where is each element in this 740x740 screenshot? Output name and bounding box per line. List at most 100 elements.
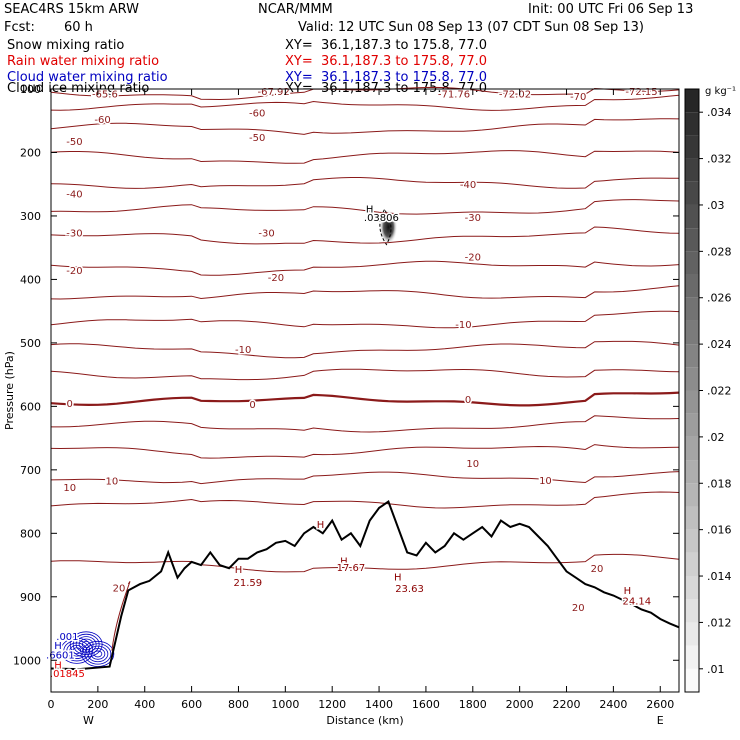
extremum-label: .6601 — [46, 651, 75, 662]
temperature-contour — [50, 553, 680, 573]
colorbar-unit: g kg⁻¹ — [705, 86, 736, 97]
contour-label: -30 — [465, 213, 481, 224]
colorbar-segment — [685, 204, 699, 229]
contour-label: -50 — [66, 137, 82, 148]
colorbar-segment — [685, 181, 699, 205]
colorbar-segment — [685, 506, 699, 530]
colorbar-label: .026 — [707, 292, 732, 305]
init-time: Init: 00 UTC Fri 06 Sep 13 — [528, 2, 694, 17]
x-end-label-east: E — [657, 714, 664, 727]
contour-label: 20 — [113, 583, 126, 594]
colorbar-segment — [685, 622, 699, 646]
y-tick-label: 700 — [20, 464, 41, 477]
x-tick-label: 400 — [134, 698, 155, 711]
contour-label: -20 — [66, 266, 82, 277]
extremum-label: .01845 — [50, 669, 85, 680]
temperature-contour — [50, 199, 680, 215]
colorbar-segment — [685, 645, 699, 669]
y-tick-label: 500 — [20, 337, 41, 350]
colorbar-segment — [685, 599, 699, 623]
contour-label: -70 — [570, 92, 586, 103]
x-end-label-west: W — [83, 714, 94, 727]
contour-label: -40 — [66, 190, 82, 201]
cloud-water-contour — [81, 640, 115, 667]
cloud-water-contour — [60, 637, 94, 664]
field-rain-xy: XY= 36.1,187.3 to 175.8, 77.0 — [285, 54, 488, 69]
extremum-label: .03806 — [364, 213, 399, 224]
extremum-label: H — [54, 641, 62, 652]
contour-label: -65.6 — [92, 89, 118, 100]
temperature-contour — [50, 150, 680, 164]
extremum-label: .001 — [56, 632, 78, 643]
colorbar-segment — [685, 576, 699, 600]
colorbar-segment — [685, 228, 699, 252]
x-tick-label: 1200 — [318, 698, 346, 711]
colorbar-segment — [685, 320, 699, 345]
contour-label: -72.02 — [499, 89, 531, 100]
x-tick-label: 2200 — [553, 698, 581, 711]
cloud-water-contour — [87, 645, 109, 663]
extremum-label: 23.63 — [395, 584, 424, 595]
y-tick-label: 100 — [20, 83, 41, 96]
x-tick-label: 2400 — [599, 698, 627, 711]
contour-label: 20 — [591, 564, 604, 575]
contour-label: -60 — [249, 108, 265, 119]
contour-label: -71.76 — [438, 89, 470, 100]
temperature-contour — [50, 491, 680, 509]
x-tick-label: 800 — [228, 698, 249, 711]
colorbar-segment — [685, 668, 699, 692]
contour-label: 20 — [572, 603, 585, 614]
extremum-label: H — [394, 572, 402, 583]
colorbar-segment — [685, 158, 699, 182]
contour-label: -30 — [66, 228, 82, 239]
extremum-label: H — [340, 557, 348, 568]
colorbar-segment — [685, 112, 699, 136]
temperature-contour — [50, 86, 680, 101]
colorbar-segment — [685, 367, 699, 391]
temperature-contour — [50, 368, 680, 381]
org-name: NCAR/MMM — [258, 2, 333, 17]
cloud-water-contour — [90, 648, 106, 660]
temperature-contour — [50, 340, 680, 359]
contour-label: 10 — [63, 483, 76, 494]
contour-label: 0 — [67, 399, 73, 410]
contour-label: 0 — [249, 400, 255, 411]
y-tick-label: 1000 — [13, 654, 41, 667]
extremum-label: 17.67 — [337, 563, 366, 574]
colorbar-segment — [685, 436, 699, 461]
colorbar-label: .016 — [707, 524, 732, 537]
snow-contour — [379, 209, 392, 246]
x-tick-label: 0 — [48, 698, 55, 711]
colorbar-label: .028 — [707, 245, 732, 258]
y-tick-label: 600 — [20, 400, 41, 413]
field-cloud-xy: XY= 36.1,187.3 to 175.8, 77.0 — [285, 70, 488, 85]
extremum-label: H — [624, 586, 632, 597]
colorbar-label: .03 — [707, 199, 725, 212]
colorbar-segment — [685, 89, 699, 113]
contour-label: -40 — [460, 180, 476, 191]
field-snow-xy: XY= 36.1,187.3 to 175.8, 77.0 — [285, 38, 488, 53]
temperature-contour — [50, 285, 680, 300]
extremum-label: H — [366, 204, 374, 215]
x-tick-label: 2000 — [506, 698, 534, 711]
x-tick-label: 1000 — [271, 698, 299, 711]
colorbar-label: .012 — [707, 616, 732, 629]
colorbar-segment — [685, 413, 699, 437]
contour-label: -10 — [455, 320, 471, 331]
contour-label: -20 — [268, 273, 284, 284]
temperature-contour — [50, 444, 680, 459]
contour-label: 0 — [465, 395, 471, 406]
y-tick-label: 400 — [20, 273, 41, 286]
cloud-water-contour — [63, 640, 91, 662]
cloud-water-contour — [66, 642, 88, 659]
contour-label: -20 — [465, 253, 481, 264]
field-snow-label: Snow mixing ratio — [7, 38, 125, 53]
contour-label: -30 — [258, 228, 274, 239]
colorbar-label: .024 — [707, 338, 732, 351]
contour-label: 10 — [106, 477, 119, 488]
colorbar-label: .022 — [707, 385, 732, 398]
temperature-contour — [50, 226, 680, 245]
x-tick-label: 1800 — [459, 698, 487, 711]
temperature-contour — [50, 260, 680, 276]
temperature-contour — [50, 391, 680, 407]
